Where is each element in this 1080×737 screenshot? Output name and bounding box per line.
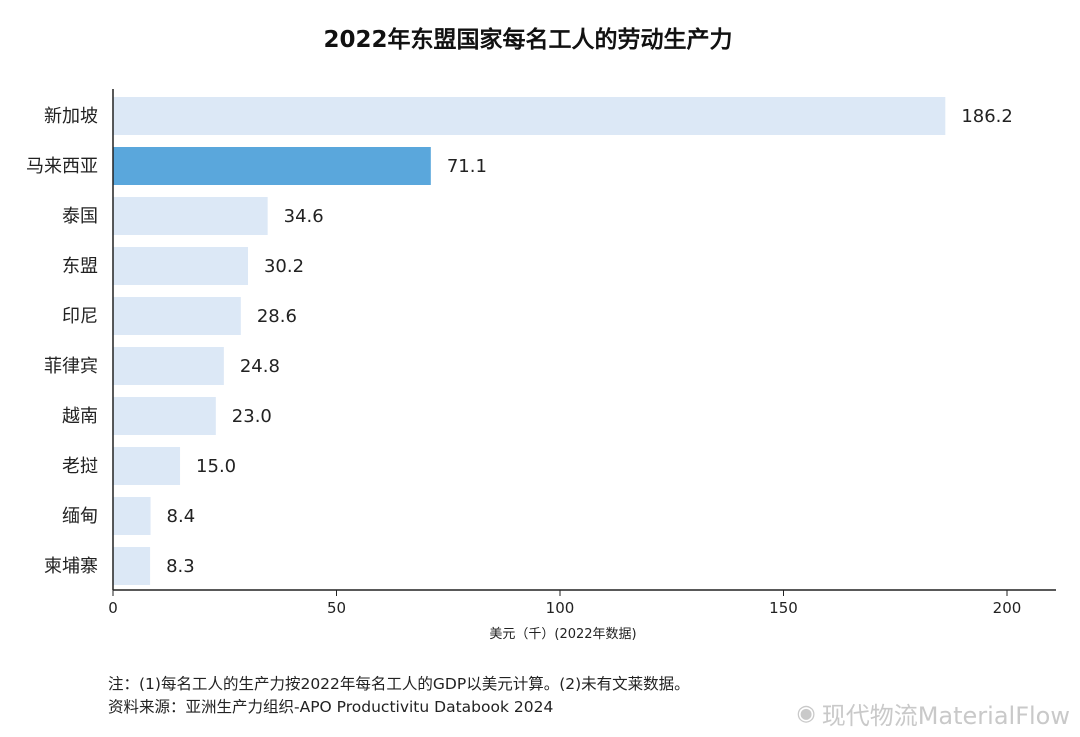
bar-1 [113,147,431,185]
bar-6 [113,397,216,435]
category-label-9: 柬埔寨 [44,556,98,577]
bar-4 [113,297,241,335]
value-label-3: 30.2 [264,256,304,277]
value-label-1: 71.1 [447,156,487,177]
watermark: ◉ 现代物流MaterialFlow [797,696,1071,731]
category-label-7: 老挝 [62,456,98,477]
x-tick-label-1: 50 [327,599,346,617]
bar-0 [113,97,946,135]
bar-7 [113,447,181,485]
value-label-9: 8.3 [166,556,195,577]
chart-title: 2022年东盟国家每名工人的劳动生产力 [323,26,732,53]
bars-group: 新加坡 186.2 马来西亚 71.1 泰国 34.6 东盟 30.2 印尼 28.6 菲律宾 24.… [26,97,1013,585]
category-label-1: 马来西亚 [26,156,98,177]
value-label-7: 15.0 [196,456,236,477]
x-tick-label-4: 200 [993,599,1022,617]
value-label-8: 8.4 [167,506,196,527]
x-axis-title: 美元（千）(2022年数据) [489,627,636,642]
bar-9 [113,547,151,585]
bar-2 [113,197,268,235]
x-ticks-group: 0 50 100 150 200 [108,590,1021,617]
category-label-5: 菲律宾 [44,356,98,377]
footnote: 注：(1)每名工人的生产力按2022年每名工人的GDP以美元计算。(2)未有文莱… [108,675,690,693]
value-label-2: 34.6 [284,206,324,227]
category-label-2: 泰国 [62,206,98,227]
x-tick-label-0: 0 [108,599,118,617]
category-label-8: 缅甸 [62,506,98,527]
category-label-0: 新加坡 [44,106,98,127]
x-tick-label-2: 100 [546,599,575,617]
bar-3 [113,247,248,285]
source-note: 资料来源：亚洲生产力组织-APO Productivitu Databook 2… [108,698,554,716]
category-label-4: 印尼 [62,306,98,327]
value-label-0: 186.2 [961,106,1013,127]
watermark-text: 现代物流MaterialFlow [821,702,1070,730]
value-label-6: 23.0 [232,406,272,427]
bar-8 [113,497,151,535]
x-tick-label-3: 150 [769,599,798,617]
bar-5 [113,347,224,385]
value-label-5: 24.8 [240,356,280,377]
category-label-6: 越南 [62,406,98,427]
category-label-3: 东盟 [62,256,98,277]
weibo-icon: ◉ [796,701,816,726]
value-label-4: 28.6 [257,306,297,327]
